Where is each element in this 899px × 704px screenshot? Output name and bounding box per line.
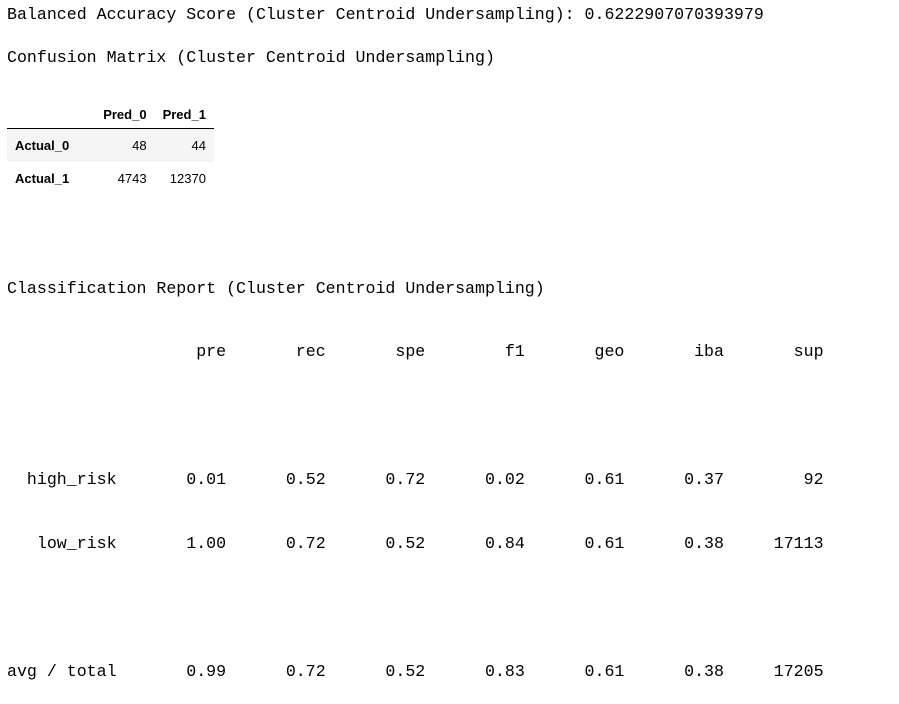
table-cell: 44: [191, 138, 206, 153]
table-row: Actual_0 48 44: [7, 128, 214, 162]
column-header-pred-1: Pred_1: [154, 101, 214, 129]
report-row-high-risk: high_risk 0.01 0.52 0.72 0.02 0.61 0.37 …: [7, 470, 824, 490]
row-label-actual-0: Actual_0: [15, 138, 70, 153]
table-cell: 4743: [117, 171, 147, 186]
classification-report-title: Classification Report (Cluster Centroid …: [7, 278, 545, 298]
report-row-low-risk: low_risk 1.00 0.72 0.52 0.84 0.61 0.38 1…: [7, 534, 824, 554]
report-blank-line: [7, 405, 824, 426]
balanced-accuracy-output: Balanced Accuracy Score (Cluster Centroi…: [7, 5, 764, 24]
table-row: Actual_1 4743 12370: [7, 162, 214, 195]
classification-report: Classification Report (Cluster Centroid …: [7, 235, 824, 704]
report-row-avg-total: avg / total 0.99 0.72 0.52 0.83 0.61 0.3…: [7, 661, 824, 681]
row-label-actual-1: Actual_1: [15, 171, 70, 186]
confusion-matrix-table: Pred_0 Pred_1 Actual_0 48 44 Actual_1 47…: [7, 101, 214, 195]
table-cell: 12370: [169, 171, 206, 186]
table-header-row: Pred_0 Pred_1: [7, 101, 214, 129]
table-corner-cell: [7, 101, 96, 129]
confusion-matrix-title: Confusion Matrix (Cluster Centroid Under…: [7, 48, 495, 67]
column-header-pred-0: Pred_0: [95, 101, 155, 129]
report-blank-line: [7, 597, 824, 618]
table-cell: 48: [132, 138, 147, 153]
classification-report-header: pre rec spe f1 geo iba sup: [7, 342, 824, 362]
